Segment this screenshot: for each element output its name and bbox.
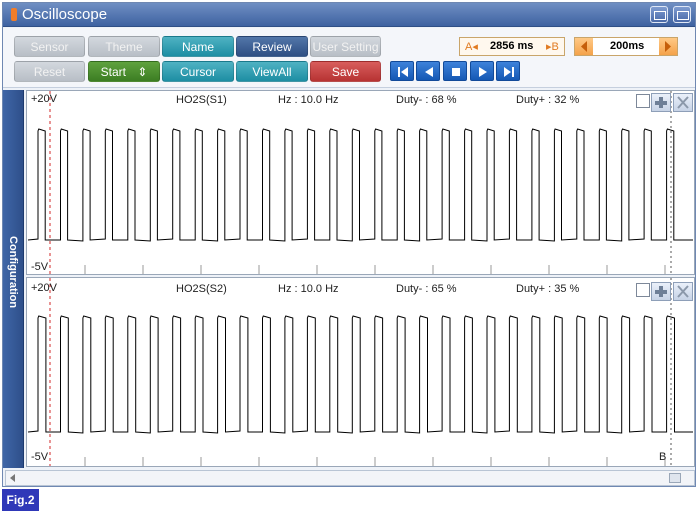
review-button[interactable]: Review: [236, 36, 308, 57]
close-channel-button[interactable]: [673, 282, 693, 301]
waveform-trace: [27, 128, 693, 242]
scrollbar-thumb[interactable]: [669, 473, 681, 483]
sensor-button[interactable]: Sensor: [14, 36, 85, 57]
duty-minus-label: Duty- : 68 %: [396, 94, 457, 106]
figure-label: Fig.2: [2, 489, 39, 511]
chevron-left-icon: [581, 41, 587, 52]
play-icon: [479, 67, 487, 77]
duty-minus-label: Duty- : 65 %: [396, 283, 457, 295]
horizontal-scrollbar[interactable]: [5, 470, 695, 486]
name-button[interactable]: Name: [162, 36, 234, 57]
cursor-b-marker: B: [659, 451, 667, 463]
duty-plus-label: Duty+ : 32 %: [516, 94, 580, 106]
cursor-distance-field: A◂ 2856 ms ▸B: [459, 37, 565, 56]
channel-1-plot[interactable]: +20V -5V HO2S(S1) Hz : 10.0 Hz Duty- : 6…: [26, 90, 695, 275]
next-frame-button[interactable]: [470, 61, 494, 81]
restore-icon[interactable]: [650, 6, 668, 23]
skip-back-icon: [398, 67, 408, 77]
stop-icon: [452, 68, 460, 76]
oscilloscope-window: Oscilloscope Sensor Theme Name Review Us…: [2, 2, 696, 487]
configuration-label: Configuration: [7, 236, 19, 309]
increase-timebase-button[interactable]: [659, 38, 677, 55]
scroll-left-icon: [10, 474, 15, 482]
user-setting-button[interactable]: User Setting: [310, 36, 381, 57]
duty-plus-label: Duty+ : 35 %: [516, 283, 580, 295]
channel-2-waveform: [27, 278, 693, 466]
window-title: Oscilloscope: [22, 6, 108, 23]
title-bar: Oscilloscope: [3, 3, 695, 27]
cursor-a-label: A◂: [465, 41, 478, 53]
add-channel-button[interactable]: [651, 93, 671, 112]
voltage-high-label: +20V: [31, 282, 57, 294]
timebase-value: 200ms: [610, 40, 645, 52]
reset-button[interactable]: Reset: [14, 61, 85, 82]
chevron-right-icon: [665, 41, 671, 52]
theme-button[interactable]: Theme: [88, 36, 160, 57]
previous-frame-button[interactable]: [416, 61, 440, 81]
spinner-icon: ⇕: [137, 65, 148, 79]
voltage-high-label: +20V: [31, 93, 57, 105]
frequency-label: Hz : 10.0 Hz: [278, 283, 339, 295]
start-label: Start: [100, 65, 126, 79]
toolbar: Sensor Theme Name Review User Setting Re…: [3, 28, 695, 88]
sensor-label: HO2S(S2): [176, 283, 227, 295]
first-frame-button[interactable]: [390, 61, 414, 81]
menu-icon[interactable]: [673, 6, 691, 23]
timebase-field: 200ms: [574, 37, 678, 56]
close-channel-button[interactable]: [673, 93, 693, 112]
waveform-trace: [27, 315, 693, 434]
frequency-label: Hz : 10.0 Hz: [278, 94, 339, 106]
close-icon: [677, 285, 689, 298]
skip-forward-icon: [504, 67, 514, 77]
stop-button[interactable]: [443, 61, 467, 81]
last-frame-button[interactable]: [496, 61, 520, 81]
channel-checkbox[interactable]: [636, 283, 650, 297]
save-button[interactable]: Save: [310, 61, 381, 82]
close-icon: [677, 96, 689, 109]
start-button[interactable]: Start ⇕: [88, 61, 160, 82]
add-channel-button[interactable]: [651, 282, 671, 301]
voltage-low-label: -5V: [31, 261, 49, 273]
configuration-sidebar[interactable]: Configuration: [3, 90, 24, 468]
plus-icon: [655, 97, 667, 108]
viewall-button[interactable]: ViewAll: [236, 61, 308, 82]
channel-1-waveform: [27, 91, 693, 274]
channel-2-plot[interactable]: +20V -5V HO2S(S2) Hz : 10.0 Hz Duty- : 6…: [26, 277, 695, 467]
cursor-b-label: ▸B: [546, 41, 559, 53]
sensor-label: HO2S(S1): [176, 94, 227, 106]
cursor-distance-value: 2856 ms: [490, 40, 534, 52]
plus-icon: [655, 286, 667, 297]
play-back-icon: [425, 67, 433, 77]
cursor-button[interactable]: Cursor: [162, 61, 234, 82]
oscilloscope-icon: [11, 8, 17, 21]
voltage-low-label: -5V: [31, 451, 49, 463]
channel-checkbox[interactable]: [636, 94, 650, 108]
decrease-timebase-button[interactable]: [575, 38, 593, 55]
